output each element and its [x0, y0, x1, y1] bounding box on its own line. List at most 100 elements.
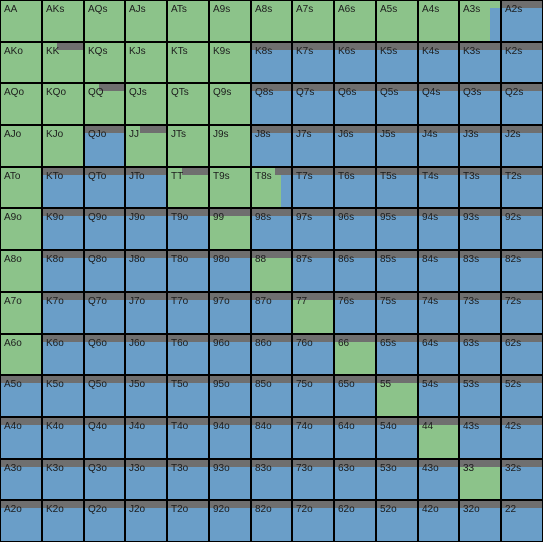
hand-cell-22[interactable]: 22 — [502, 501, 542, 541]
hand-cell-a4s[interactable]: A4s — [419, 1, 458, 41]
hand-cell-94s[interactable]: 94s — [419, 209, 458, 249]
hand-cell-73s[interactable]: 73s — [460, 293, 500, 333]
hand-cell-qto[interactable]: QTo — [85, 168, 124, 207]
hand-cell-96o[interactable]: 96o — [210, 335, 250, 374]
hand-cell-63s[interactable]: 63s — [460, 335, 500, 374]
hand-cell-ako[interactable]: AKo — [1, 43, 41, 82]
hand-cell-j5o[interactable]: J5o — [126, 376, 166, 416]
hand-cell-a9o[interactable]: A9o — [1, 209, 41, 249]
hand-cell-42s[interactable]: 42s — [502, 418, 542, 458]
hand-cell-kts[interactable]: KTs — [168, 43, 208, 82]
hand-cell-53o[interactable]: 53o — [377, 460, 417, 499]
hand-cell-t8s[interactable]: T8s — [252, 168, 291, 207]
hand-cell-a6s[interactable]: A6s — [335, 1, 375, 41]
hand-cell-53s[interactable]: 53s — [460, 376, 500, 416]
hand-cell-a3s[interactable]: A3s — [460, 1, 500, 41]
hand-cell-aks[interactable]: AKs — [43, 1, 83, 41]
hand-cell-52o[interactable]: 52o — [377, 501, 417, 541]
hand-cell-j2s[interactable]: J2s — [502, 126, 542, 166]
hand-cell-j8s[interactable]: J8s — [252, 126, 291, 166]
hand-cell-j2o[interactable]: J2o — [126, 501, 166, 541]
hand-cell-33[interactable]: 33 — [460, 460, 500, 499]
hand-cell-54s[interactable]: 54s — [419, 376, 458, 416]
hand-cell-qts[interactable]: QTs — [168, 84, 208, 124]
hand-cell-t9o[interactable]: T9o — [168, 209, 208, 249]
hand-cell-q4s[interactable]: Q4s — [419, 84, 458, 124]
hand-cell-ats[interactable]: ATs — [168, 1, 208, 41]
hand-cell-ajs[interactable]: AJs — [126, 1, 166, 41]
hand-cell-99[interactable]: 99 — [210, 209, 250, 249]
hand-cell-88[interactable]: 88 — [252, 251, 291, 291]
hand-cell-t4o[interactable]: T4o — [168, 418, 208, 458]
hand-cell-aa[interactable]: AA — [1, 1, 41, 41]
hand-cell-t2o[interactable]: T2o — [168, 501, 208, 541]
hand-cell-k5s[interactable]: K5s — [377, 43, 417, 82]
hand-cell-93s[interactable]: 93s — [460, 209, 500, 249]
hand-cell-a6o[interactable]: A6o — [1, 335, 41, 374]
hand-cell-j9o[interactable]: J9o — [126, 209, 166, 249]
hand-cell-tt[interactable]: TT — [168, 168, 208, 207]
hand-cell-72s[interactable]: 72s — [502, 293, 542, 333]
hand-cell-k7o[interactable]: K7o — [43, 293, 83, 333]
hand-cell-64s[interactable]: 64s — [419, 335, 458, 374]
hand-cell-86o[interactable]: 86o — [252, 335, 291, 374]
hand-cell-73o[interactable]: 73o — [293, 460, 333, 499]
hand-cell-97o[interactable]: 97o — [210, 293, 250, 333]
hand-cell-52s[interactable]: 52s — [502, 376, 542, 416]
hand-cell-92s[interactable]: 92s — [502, 209, 542, 249]
hand-cell-a9s[interactable]: A9s — [210, 1, 250, 41]
hand-cell-96s[interactable]: 96s — [335, 209, 375, 249]
hand-cell-85o[interactable]: 85o — [252, 376, 291, 416]
hand-cell-86s[interactable]: 86s — [335, 251, 375, 291]
hand-cell-q6s[interactable]: Q6s — [335, 84, 375, 124]
hand-cell-q7s[interactable]: Q7s — [293, 84, 333, 124]
hand-cell-aqo[interactable]: AQo — [1, 84, 41, 124]
hand-cell-77[interactable]: 77 — [293, 293, 333, 333]
hand-cell-qjs[interactable]: QJs — [126, 84, 166, 124]
hand-cell-32s[interactable]: 32s — [502, 460, 542, 499]
hand-cell-q8s[interactable]: Q8s — [252, 84, 291, 124]
hand-cell-j5s[interactable]: J5s — [377, 126, 417, 166]
hand-cell-t7s[interactable]: T7s — [293, 168, 333, 207]
hand-cell-q4o[interactable]: Q4o — [85, 418, 124, 458]
hand-cell-k6s[interactable]: K6s — [335, 43, 375, 82]
hand-cell-43s[interactable]: 43s — [460, 418, 500, 458]
hand-cell-qq[interactable]: QQ — [85, 84, 124, 124]
hand-cell-84o[interactable]: 84o — [252, 418, 291, 458]
hand-cell-84s[interactable]: 84s — [419, 251, 458, 291]
hand-cell-75s[interactable]: 75s — [377, 293, 417, 333]
hand-cell-98o[interactable]: 98o — [210, 251, 250, 291]
hand-cell-q3s[interactable]: Q3s — [460, 84, 500, 124]
hand-cell-t5s[interactable]: T5s — [377, 168, 417, 207]
hand-cell-t7o[interactable]: T7o — [168, 293, 208, 333]
hand-cell-a4o[interactable]: A4o — [1, 418, 41, 458]
hand-cell-j6s[interactable]: J6s — [335, 126, 375, 166]
hand-cell-k8s[interactable]: K8s — [252, 43, 291, 82]
hand-cell-j6o[interactable]: J6o — [126, 335, 166, 374]
hand-cell-98s[interactable]: 98s — [252, 209, 291, 249]
hand-cell-j3o[interactable]: J3o — [126, 460, 166, 499]
hand-cell-55[interactable]: 55 — [377, 376, 417, 416]
hand-cell-j4s[interactable]: J4s — [419, 126, 458, 166]
hand-cell-j7o[interactable]: J7o — [126, 293, 166, 333]
hand-cell-95o[interactable]: 95o — [210, 376, 250, 416]
hand-cell-k9o[interactable]: K9o — [43, 209, 83, 249]
hand-cell-a3o[interactable]: A3o — [1, 460, 41, 499]
hand-cell-43o[interactable]: 43o — [419, 460, 458, 499]
hand-cell-q5s[interactable]: Q5s — [377, 84, 417, 124]
hand-cell-44[interactable]: 44 — [419, 418, 458, 458]
hand-cell-t3s[interactable]: T3s — [460, 168, 500, 207]
hand-cell-64o[interactable]: 64o — [335, 418, 375, 458]
hand-cell-k7s[interactable]: K7s — [293, 43, 333, 82]
hand-cell-83o[interactable]: 83o — [252, 460, 291, 499]
hand-cell-66[interactable]: 66 — [335, 335, 375, 374]
hand-cell-j8o[interactable]: J8o — [126, 251, 166, 291]
hand-cell-q2s[interactable]: Q2s — [502, 84, 542, 124]
hand-cell-42o[interactable]: 42o — [419, 501, 458, 541]
hand-cell-62s[interactable]: 62s — [502, 335, 542, 374]
hand-cell-kto[interactable]: KTo — [43, 168, 83, 207]
hand-cell-32o[interactable]: 32o — [460, 501, 500, 541]
hand-cell-92o[interactable]: 92o — [210, 501, 250, 541]
hand-cell-k2s[interactable]: K2s — [502, 43, 542, 82]
hand-cell-j3s[interactable]: J3s — [460, 126, 500, 166]
